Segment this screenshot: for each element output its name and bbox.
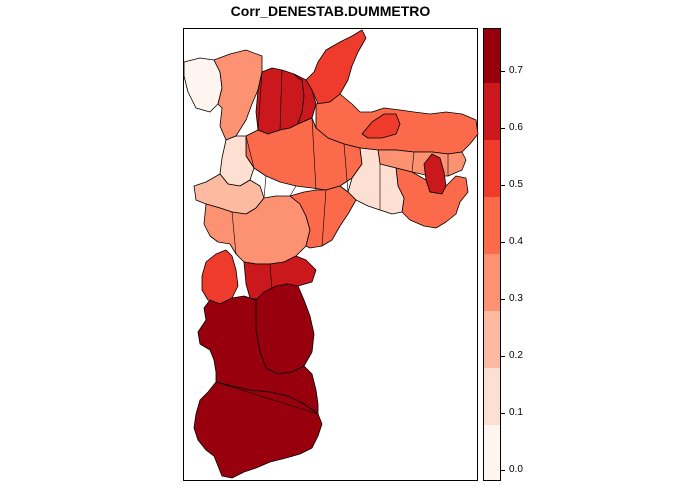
legend-tick-mark — [501, 127, 505, 129]
legend-tick-mark — [501, 241, 505, 243]
legend-swatch — [484, 311, 500, 369]
legend-tick-mark — [501, 469, 505, 471]
district-border — [269, 263, 273, 291]
legend-swatch — [484, 368, 500, 425]
legend-swatch — [484, 425, 500, 480]
district-border — [257, 71, 263, 131]
legend-tick-mark — [501, 412, 505, 414]
map-region-far-north — [305, 29, 367, 105]
legend-tick-label: 0.0 — [509, 463, 523, 475]
map-region-south-large — [255, 283, 315, 375]
legend-swatch — [484, 29, 500, 84]
legend-swatch — [484, 140, 500, 198]
legend-swatch — [484, 83, 500, 141]
legend-tick-label: 0.2 — [509, 349, 523, 361]
legend-tick-label: 0.5 — [509, 178, 523, 190]
map-region-south-mid — [243, 255, 317, 301]
legend-swatch — [484, 197, 500, 255]
district-border — [343, 143, 349, 193]
map-region-far-northwest — [183, 57, 223, 113]
district-border — [289, 185, 297, 197]
district-border — [311, 117, 317, 191]
district-border — [321, 189, 327, 247]
legend-tick-label: 0.4 — [509, 235, 523, 247]
district-border — [231, 211, 237, 255]
district-border — [245, 135, 255, 169]
legend-swatch — [484, 254, 500, 312]
legend-tick-mark — [501, 70, 505, 72]
map-region-south-center — [289, 185, 357, 249]
district-border — [263, 175, 267, 199]
district-border — [411, 151, 415, 173]
map-region-northeast-red — [361, 113, 401, 139]
district-border — [215, 381, 319, 415]
legend-tick-label: 0.7 — [509, 64, 523, 76]
legend-tick-label: 0.1 — [509, 406, 523, 418]
color-legend — [483, 28, 501, 481]
legend-tick-mark — [501, 355, 505, 357]
legend-tick-label: 0.6 — [509, 121, 523, 133]
legend-tick-label: 0.3 — [509, 292, 523, 304]
map-region-center-east — [347, 147, 405, 215]
district-border — [279, 69, 283, 131]
map-frame — [183, 28, 478, 481]
map-region-south-extreme — [193, 381, 323, 479]
legend-tick-mark — [501, 184, 505, 186]
map-region-south-west-red — [201, 249, 239, 305]
legend-tick-mark — [501, 298, 505, 300]
map-title: Corr_DENESTAB.DUMMETRO — [230, 3, 431, 19]
map-region-northwest-ring — [213, 49, 263, 141]
